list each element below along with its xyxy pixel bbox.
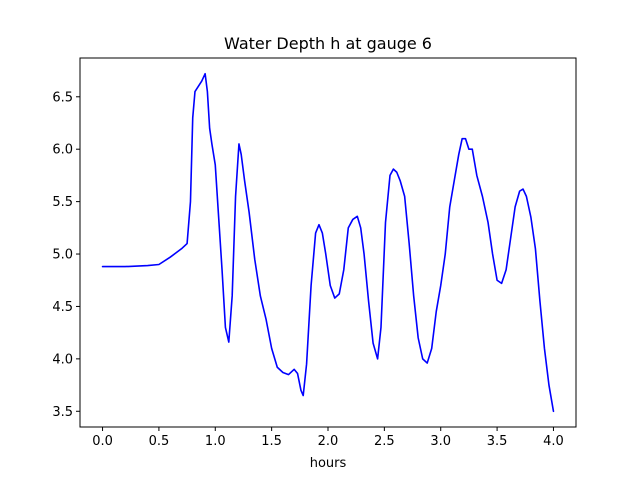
x-axis: 0.0 0.5 1.0 1.5 2.0 2.5 3.0 3.5 4.0: [92, 427, 564, 449]
x-tick-label: 0.0: [92, 434, 113, 449]
series-line-0: [101, 72, 555, 413]
y-tick-label: 4.5: [52, 300, 73, 315]
y-axis: 3.5 4.0 4.5 5.0 5.5 6.0 6.5: [52, 90, 80, 420]
x-tick-label: 0.5: [149, 434, 170, 449]
y-tick-label: 6.0: [52, 143, 73, 158]
x-tick-label: 4.0: [543, 434, 564, 449]
x-tick-label: 3.5: [487, 434, 508, 449]
y-tick-label: 4.0: [52, 352, 73, 367]
y-tick-label: 5.5: [52, 195, 73, 210]
x-tick-label: 1.0: [205, 434, 226, 449]
y-tick-label: 3.5: [52, 405, 73, 420]
x-tick-label: 2.5: [374, 434, 395, 449]
y-tick-label: 6.5: [52, 90, 73, 105]
plot-area: [79, 57, 577, 428]
x-axis-label: hours: [310, 456, 347, 471]
x-tick-label: 2.0: [318, 434, 339, 449]
chart-title: Water Depth h at gauge 6: [224, 34, 432, 53]
y-tick-label: 5.0: [52, 248, 73, 263]
x-tick-label: 3.0: [430, 434, 451, 449]
plot-frame: [79, 57, 577, 428]
x-tick-label: 1.5: [261, 434, 282, 449]
